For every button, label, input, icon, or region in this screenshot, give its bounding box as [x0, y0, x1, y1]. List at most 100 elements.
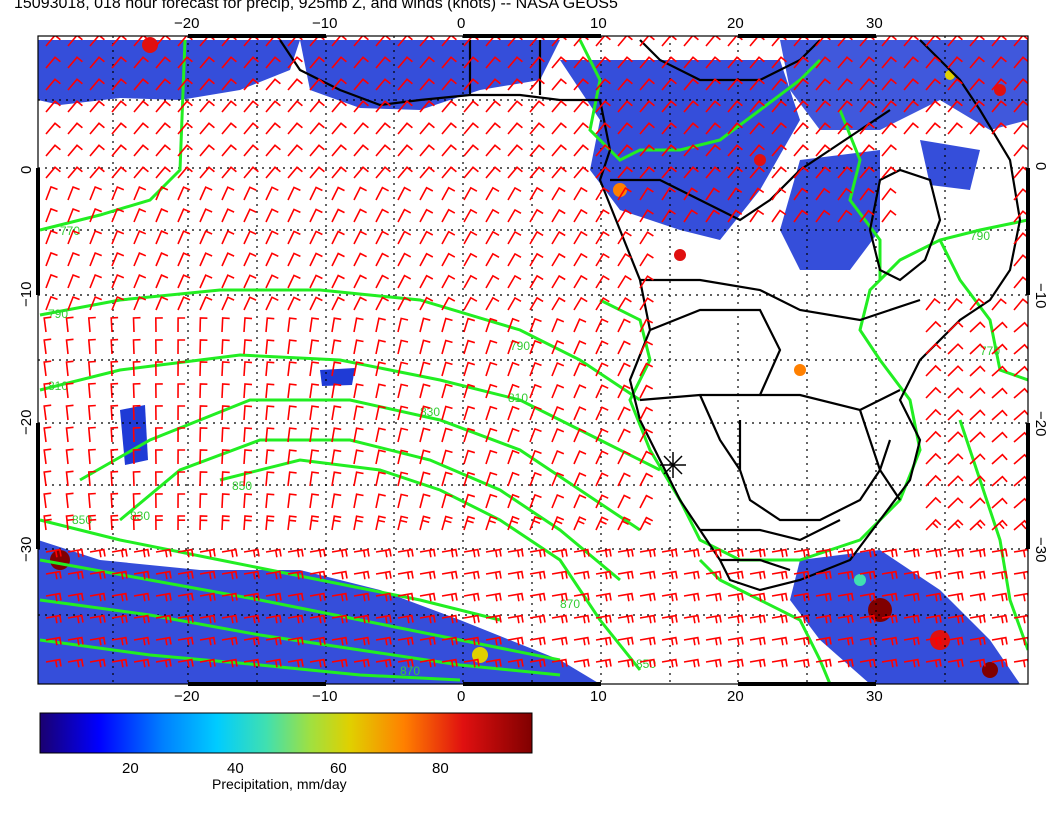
wind-barb: [771, 122, 787, 135]
wind-barb: [45, 295, 58, 311]
wind-barb: [595, 658, 612, 668]
wind-barb: [397, 186, 412, 201]
wind-barb: [67, 229, 80, 245]
wind-barb: [683, 78, 699, 91]
wind-barb: [661, 614, 678, 624]
wind-barb: [617, 100, 633, 113]
wind-barb: [683, 209, 698, 223]
svg-text:−20: −20: [174, 15, 199, 32]
wind-barb: [441, 122, 457, 135]
wind-barb: [639, 362, 654, 377]
wind-barb: [199, 100, 215, 113]
wind-barb: [419, 449, 431, 465]
wind-barb: [507, 274, 522, 289]
wind-barb: [969, 100, 985, 113]
wind-barb: [87, 404, 96, 421]
wind-barb: [441, 515, 453, 531]
wind-barb: [43, 514, 52, 531]
wind-barb: [132, 404, 141, 421]
wind-barb: [595, 187, 610, 201]
wind-barb: [903, 56, 919, 69]
wind-barb: [353, 449, 364, 465]
wind-barb: [507, 100, 523, 113]
wind-barb: [111, 636, 128, 646]
wind-barb: [353, 122, 369, 135]
wind-barb: [573, 384, 587, 399]
wind-barb: [221, 361, 230, 377]
wind-barb: [793, 166, 809, 179]
wind-barb: [45, 636, 62, 646]
wind-barb: [133, 570, 150, 580]
wind-barb: [375, 186, 389, 201]
wind-barb: [375, 296, 389, 311]
wind-barb: [991, 614, 1008, 624]
wind-barb: [243, 427, 253, 443]
wind-barb: [331, 383, 342, 399]
wind-barb: [331, 78, 347, 91]
wind-barb: [375, 317, 386, 333]
wind-barb: [353, 515, 364, 531]
wind-barb: [859, 78, 875, 91]
wind-barb: [639, 592, 656, 602]
wind-barb: [419, 427, 431, 443]
wind-barb: [45, 36, 61, 47]
wind-barb: [309, 186, 323, 201]
wind-barb: [947, 122, 963, 135]
wind-barb: [243, 471, 253, 487]
wind-barb: [397, 166, 413, 179]
wind-barb: [309, 252, 323, 267]
wind-barb: [507, 144, 523, 157]
wind-barb: [65, 338, 74, 355]
wind-barb: [353, 339, 364, 355]
wind-barb: [199, 361, 208, 377]
wind-barb: [551, 208, 566, 223]
wind-barb: [309, 78, 325, 91]
wind-barb: [991, 365, 1008, 377]
wind-barb: [705, 56, 721, 69]
wind-barb: [683, 144, 699, 157]
wind-barb: [45, 229, 58, 245]
wind-barb: [243, 78, 259, 91]
wind-barb: [485, 36, 501, 47]
wind-barb: [463, 208, 478, 223]
wind-barb: [287, 296, 301, 311]
wind-barb: [221, 56, 237, 69]
wind-barb: [507, 405, 520, 421]
wind-barb: [463, 274, 478, 289]
wind-barb: [551, 230, 566, 245]
wind-barb: [331, 166, 347, 179]
wind-barb: [309, 449, 320, 465]
wind-barb: [595, 362, 609, 377]
wind-barb: [441, 592, 458, 602]
wind-barb: [969, 78, 985, 91]
wind-barb: [331, 405, 342, 421]
wind-barb: [309, 100, 325, 113]
wind-barb: [309, 636, 326, 646]
wind-barb: [881, 658, 898, 668]
wind-barb: [441, 449, 453, 465]
wind-barb: [243, 296, 257, 311]
wind-barb: [595, 144, 611, 157]
wind-barb: [441, 471, 453, 487]
svg-text:810: 810: [48, 379, 68, 393]
wind-barb: [111, 122, 127, 135]
wind-barb: [639, 56, 655, 69]
wind-barb: [991, 122, 1007, 135]
wind-barb: [309, 515, 320, 531]
wind-barb: [749, 548, 766, 558]
wind-barb: [177, 252, 191, 267]
wind-barb: [397, 658, 414, 668]
wind-barb: [155, 230, 169, 245]
wind-barb: [639, 297, 654, 311]
wind-barb: [749, 592, 766, 602]
wind-barb: [177, 78, 193, 91]
svg-text:10: 10: [590, 688, 607, 705]
wind-barb: [375, 493, 386, 509]
wind-barb: [221, 636, 238, 646]
wind-barb: [45, 100, 61, 113]
wind-barb: [265, 186, 279, 201]
wind-barb: [749, 636, 766, 646]
wind-barb: [331, 636, 348, 646]
wind-barb: [529, 515, 542, 531]
wind-barb: [89, 592, 106, 602]
